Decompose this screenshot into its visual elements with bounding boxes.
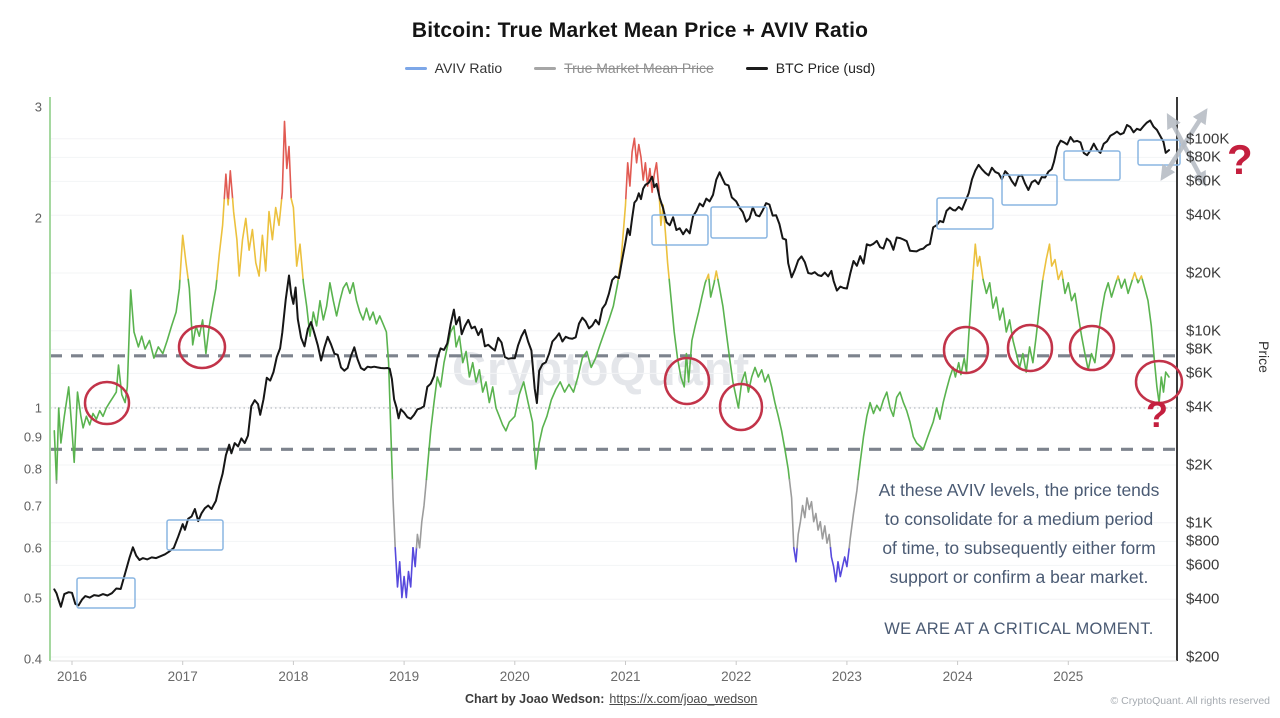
legend: AVIV Ratio True Market Mean Price BTC Pr… (0, 60, 1280, 76)
tick-label: $80K (1186, 148, 1222, 166)
tick-label: $20K (1186, 264, 1222, 282)
tick-label: $800 (1186, 532, 1220, 550)
tick-label: $60K (1186, 172, 1222, 190)
tick-label: 2021 (610, 669, 641, 684)
tick-label: $40K (1186, 206, 1222, 224)
annotation-note: At these AVIV levels, the price tends to… (868, 476, 1170, 644)
tick-label: 0.7 (23, 498, 42, 514)
tick-label: 2022 (721, 669, 752, 684)
tick-label: 0.4 (23, 651, 42, 667)
tick-label: $2K (1186, 456, 1213, 474)
tick-label: 2018 (278, 669, 309, 684)
credit-link[interactable]: https://x.com/joao_wedson (609, 692, 758, 706)
tick-label: $1K (1186, 514, 1213, 532)
legend-swatch-btc-icon (745, 66, 768, 70)
legend-item-aviv-ratio[interactable]: AVIV Ratio (404, 60, 503, 76)
tick-label: 0.5 (23, 590, 42, 606)
legend-item-true-market-mean-price[interactable]: True Market Mean Price (534, 60, 714, 76)
tick-label: $6K (1186, 364, 1213, 382)
legend-label-aviv: AVIV Ratio (434, 60, 503, 76)
question-mark-icon: ? (1146, 394, 1168, 435)
page-title: Bitcoin: True Market Mean Price + AVIV R… (411, 19, 869, 42)
copyright-notice: © CryptoQuant. All rights reserved (1110, 695, 1270, 707)
tick-label: 0.6 (23, 540, 42, 556)
legend-swatch-aviv-icon (404, 66, 427, 70)
tick-label: $100K (1186, 130, 1230, 148)
credit-author: Chart by Joao Wedson: (465, 692, 605, 706)
tick-label: $600 (1186, 556, 1220, 574)
tick-label: $10K (1186, 322, 1222, 340)
tick-label: 2023 (831, 669, 862, 684)
tick-label: 2016 (56, 669, 88, 684)
tick-label: 0.9 (23, 429, 42, 445)
legend-swatch-tmmp-icon (534, 66, 557, 70)
price-axis-label: Price (1256, 341, 1272, 373)
footer-credit: Chart by Joao Wedson: https://x.com/joao_… (465, 692, 757, 706)
legend-item-btc-price[interactable]: BTC Price (usd) (745, 60, 876, 76)
tick-label: 2 (34, 210, 42, 226)
tick-label: 2025 (1053, 669, 1084, 684)
question-mark-icon: ? (1227, 136, 1253, 183)
tick-label: 2020 (499, 669, 530, 684)
tick-label: 2017 (167, 669, 198, 684)
annotation-line: to consolidate for a medium period (884, 509, 1154, 529)
legend-label-btc: BTC Price (usd) (775, 60, 876, 76)
annotation-emphasis: WE ARE AT A CRITICAL MOMENT. (884, 620, 1154, 638)
tick-label: 3 (34, 99, 42, 115)
annotation-line: At these AVIV levels, the price tends (878, 480, 1160, 500)
tick-label: 2024 (942, 669, 973, 684)
tick-label: 0.8 (23, 461, 42, 477)
tick-label: $400 (1186, 590, 1220, 608)
tick-label: 1 (34, 400, 42, 416)
annotation-line: of time, to subsequently either form (882, 538, 1156, 558)
cryptoquant-watermark: CryptoQuant (452, 342, 751, 395)
tick-label: $4K (1186, 398, 1213, 416)
annotation-line: support or confirm a bear market. (889, 567, 1149, 587)
tick-label: $200 (1186, 648, 1220, 666)
tick-label: 2019 (389, 669, 420, 684)
legend-label-tmmp: True Market Mean Price (564, 60, 714, 76)
tick-label: $8K (1186, 340, 1213, 358)
